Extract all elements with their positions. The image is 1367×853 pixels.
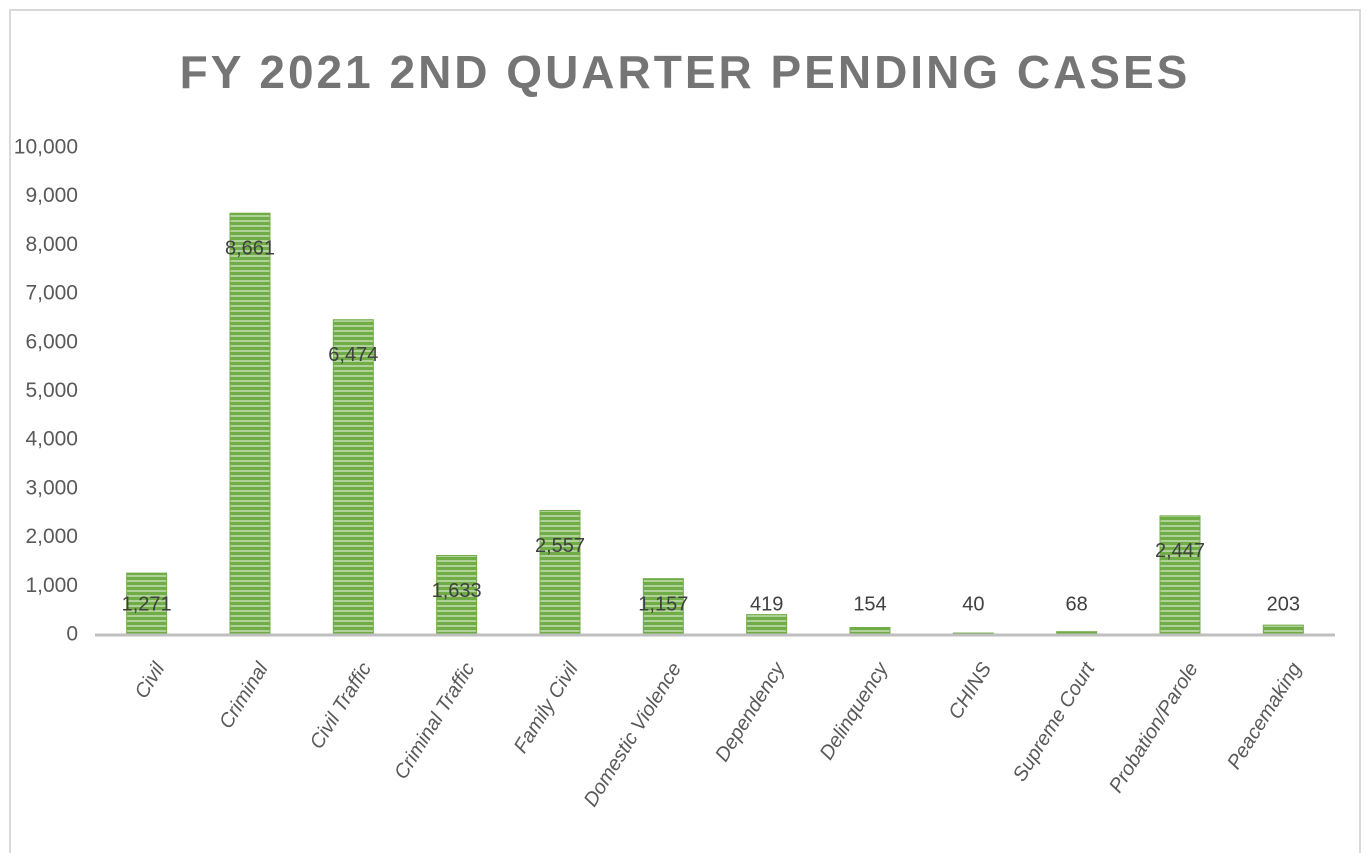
data-label: 154 (853, 593, 886, 615)
bar (642, 578, 684, 636)
bar (1159, 515, 1201, 636)
data-label: 40 (962, 593, 984, 615)
chart-title: FY 2021 2ND QUARTER PENDING CASES (180, 46, 1191, 98)
y-tick-label: 2,000 (25, 525, 78, 548)
y-tick-label: 6,000 (25, 330, 78, 353)
y-tick-label: 5,000 (25, 379, 78, 402)
y-tick-label: 9,000 (25, 184, 78, 207)
data-label: 2,447 (1155, 540, 1205, 562)
bar (332, 319, 374, 636)
data-label: 203 (1267, 593, 1300, 615)
bar (539, 509, 581, 636)
y-tick-label: 7,000 (25, 282, 78, 305)
y-tick-label: 3,000 (25, 476, 78, 499)
data-label: 2,557 (535, 535, 585, 557)
bar (126, 572, 168, 636)
data-label: 419 (750, 593, 783, 615)
y-tick-label: 1,000 (25, 574, 78, 597)
y-tick-label: 8,000 (25, 233, 78, 256)
data-label: 1,271 (122, 593, 172, 615)
y-tick-label: 0 (66, 623, 78, 646)
bar (746, 614, 788, 636)
data-label: 68 (1066, 593, 1088, 615)
y-tick-label: 10,000 (14, 136, 78, 159)
data-label: 1,633 (432, 580, 482, 602)
bar (229, 212, 271, 636)
y-tick-label: 4,000 (25, 428, 78, 451)
data-label: 8,661 (225, 237, 275, 259)
data-label: 1,157 (638, 593, 688, 615)
data-label: 6,474 (328, 344, 378, 366)
